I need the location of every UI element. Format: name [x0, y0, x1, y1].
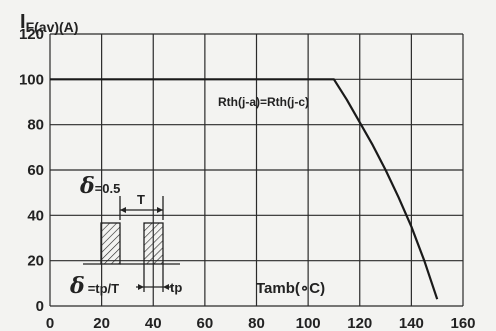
- x-tick-label-3: 60: [197, 315, 214, 331]
- x-tick-label-6: 120: [347, 315, 372, 331]
- x-tick-label-7: 140: [399, 315, 424, 331]
- delta-glyph: δ: [79, 173, 95, 199]
- y-axis-title-main: I: [20, 11, 26, 33]
- rth-annotation: Rth(j-a)=Rth(j-c): [218, 95, 309, 109]
- grid: [49, 33, 464, 307]
- tp-label: tp: [170, 280, 182, 295]
- y-tick-label-3: 60: [27, 162, 44, 179]
- x-tick-labels: 0 20 40 60 80 100 120 140 160: [46, 315, 476, 331]
- y-tick-label-6: 120: [19, 26, 44, 43]
- series-line-0: [50, 78, 439, 300]
- y-tick-labels: 0 20 40 60 80 100 120: [19, 26, 44, 315]
- y-tick-label-0: 0: [36, 298, 44, 315]
- y-axis-title-unit: (A): [59, 19, 78, 35]
- y-tick-label-2: 40: [27, 207, 44, 224]
- period-label: T: [137, 192, 145, 207]
- series-layer: [50, 78, 439, 300]
- period-arrow-left-head: [120, 207, 126, 213]
- y-axis-title-sub: F(av): [26, 19, 59, 35]
- delta-formula: δ =tp/T: [69, 273, 119, 299]
- x-tick-label-4: 80: [248, 315, 265, 331]
- y-tick-label-5: 100: [19, 71, 44, 88]
- y-tick-label-4: 80: [27, 117, 44, 134]
- pulse-1: [100, 222, 121, 265]
- y-axis-title: IF(av)(A): [20, 11, 78, 35]
- x-tick-label-8: 160: [450, 315, 475, 331]
- pulse-inset: δ=0.5 T tp δ =tp/T: [69, 173, 182, 299]
- x-tick-label-1: 20: [93, 315, 110, 331]
- x-tick-label-5: 100: [296, 315, 321, 331]
- x-axis-title: Tamb(∘C): [256, 280, 325, 297]
- period-arrow-right-head: [157, 207, 163, 213]
- pulse-2: [143, 222, 164, 265]
- delta-formula-text: =tp/T: [88, 281, 119, 296]
- x-tick-label-0: 0: [46, 315, 54, 331]
- delta-value: =0.5: [95, 181, 121, 196]
- tp-arrow-right-head: [163, 284, 169, 290]
- delta-symbol-top: δ=0.5: [79, 173, 120, 199]
- tp-arrow-left-head: [138, 284, 144, 290]
- x-tick-label-2: 40: [145, 315, 162, 331]
- delta-glyph-bottom: δ: [69, 273, 85, 299]
- y-tick-label-1: 20: [27, 253, 44, 270]
